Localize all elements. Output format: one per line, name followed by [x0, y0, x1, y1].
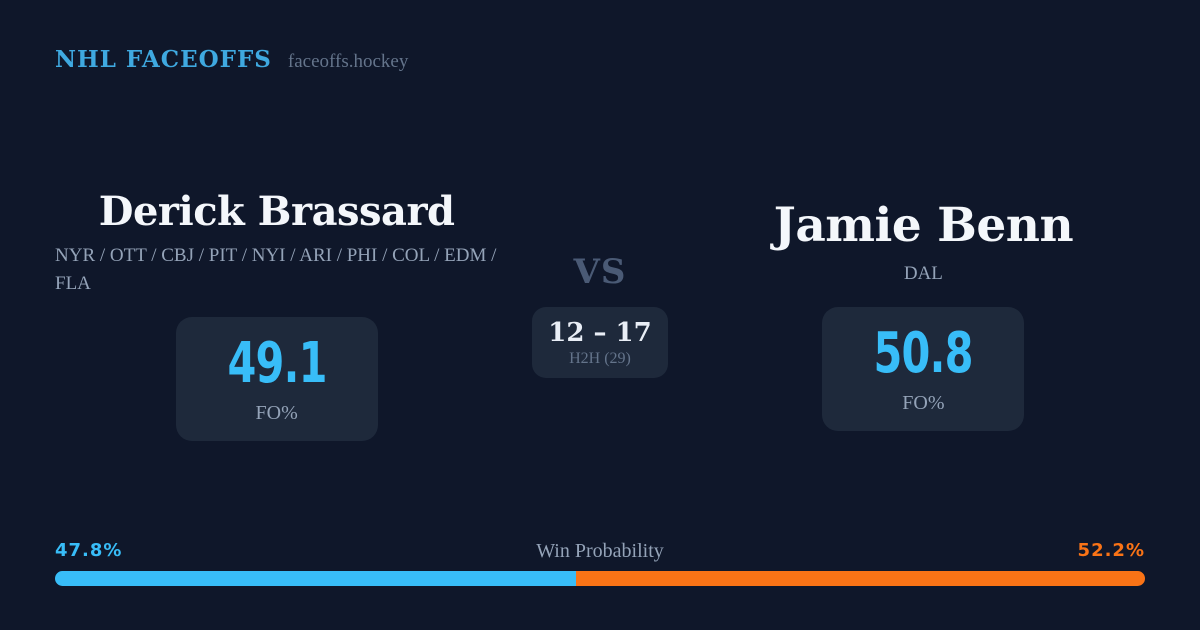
- player-left-fo-value: 49.1: [226, 331, 327, 397]
- win-probability-bar-right-segment: [576, 571, 1145, 586]
- player-left-fo-label: FO%: [255, 401, 298, 424]
- vs-label: VS: [573, 251, 627, 292]
- player-left-name: Derick Brassard: [98, 188, 455, 236]
- brand-title: NHL FACEOFFS: [55, 46, 272, 73]
- site-domain: faceoffs.hockey: [287, 51, 409, 72]
- player-right-teams: DAL: [903, 262, 943, 284]
- h2h-score: 12 – 17: [548, 317, 652, 348]
- win-probability-right-pct: 52.2%: [1077, 540, 1145, 561]
- h2h-label: H2H (29): [569, 350, 631, 368]
- win-probability-bar: [55, 571, 1145, 586]
- header: NHL FACEOFFS faceoffs.hockey: [55, 46, 408, 73]
- player-left-teams: NYR / OTT / CBJ / PIT / NYI / ARI / PHI …: [55, 245, 497, 294]
- versus-column: VS 12 – 17 H2H (29): [532, 251, 668, 379]
- player-right-fo-value: 50.8: [873, 321, 974, 387]
- win-probability-left-pct: 47.8%: [55, 540, 123, 561]
- win-probability-bar-left-segment: [55, 571, 577, 586]
- win-probability-section: Win Probability 47.8% 52.2%: [55, 540, 1145, 586]
- player-right-fo-card: 50.8 FO%: [822, 307, 1025, 432]
- player-left-fo-card: 49.1 FO%: [175, 317, 378, 441]
- matchup-row: Derick Brassard NYR / OTT / CBJ / PIT / …: [55, 165, 1145, 465]
- player-right-name: Jamie Benn: [773, 197, 1074, 253]
- player-right-fo-label: FO%: [902, 392, 945, 415]
- player-left: Derick Brassard NYR / OTT / CBJ / PIT / …: [55, 189, 498, 441]
- win-probability-title: Win Probability: [536, 540, 664, 562]
- win-probability-labels: Win Probability 47.8% 52.2%: [55, 540, 1145, 562]
- player-right: Jamie Benn DAL 50.8 FO%: [702, 197, 1145, 432]
- h2h-card: 12 – 17 H2H (29): [532, 306, 668, 379]
